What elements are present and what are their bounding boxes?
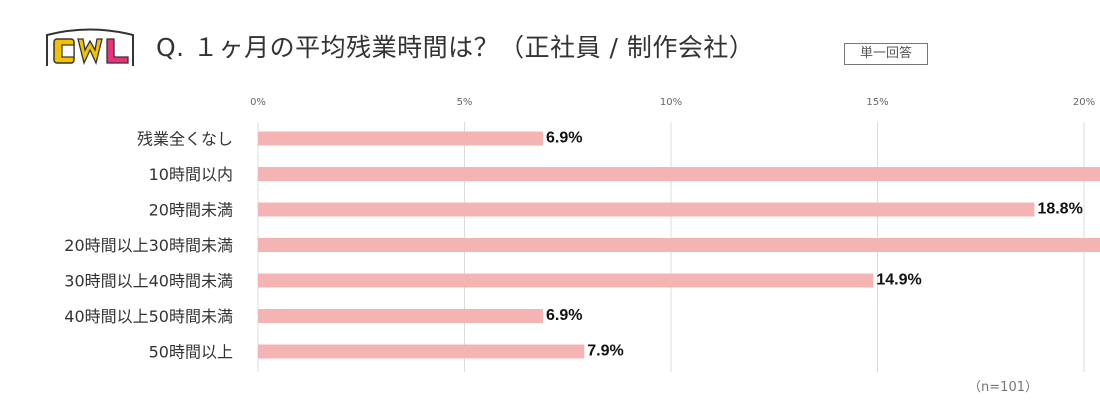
tick-label: 5% xyxy=(457,97,473,108)
category-label: 40時間以上50時間未満 xyxy=(64,307,233,326)
category-label: 20時間未満 xyxy=(149,201,233,220)
logo-frame xyxy=(46,28,134,66)
bar xyxy=(258,273,874,288)
bar xyxy=(258,344,585,359)
bar xyxy=(258,167,1100,181)
category-label: 30時間以上40時間未満 xyxy=(64,272,233,291)
category-label: 20時間以上30時間未満 xyxy=(64,236,233,255)
tick-label: 20% xyxy=(1073,97,1095,108)
bar xyxy=(258,238,1100,252)
tick-label: 0% xyxy=(250,97,266,108)
bar xyxy=(258,309,543,323)
category-label: 10時間以内 xyxy=(149,165,233,184)
tick-label: 10% xyxy=(660,97,682,108)
logo-letter-w xyxy=(77,38,103,65)
tick-label: 15% xyxy=(866,97,888,108)
chart-title: Q. １ヶ月の平均残業時間は？（正社員 / 制作会社） xyxy=(156,33,755,62)
category-label: 50時間以上 xyxy=(149,343,233,362)
answer-type-badge: 単一回答 xyxy=(844,43,928,65)
bar xyxy=(258,131,543,146)
data-label: 6.9% xyxy=(546,307,582,324)
logo-letter-l xyxy=(106,38,129,64)
bar xyxy=(258,202,1035,217)
sample-size-note: （n=101） xyxy=(968,380,1038,395)
data-label: 7.9% xyxy=(587,343,623,360)
cwl-logo xyxy=(46,28,134,66)
data-label: 18.8% xyxy=(1037,201,1082,218)
category-label: 残業全くなし xyxy=(137,130,233,149)
data-label: 6.9% xyxy=(546,130,582,147)
data-label: 14.9% xyxy=(876,272,921,289)
